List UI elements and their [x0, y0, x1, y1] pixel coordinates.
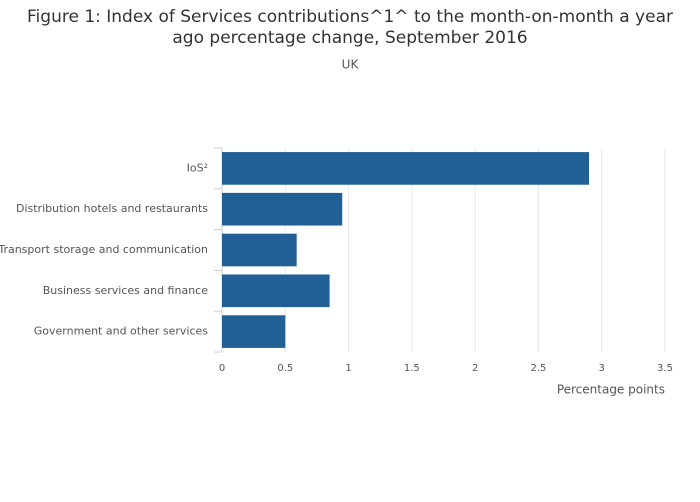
x-tick-label: 3.5 [657, 363, 673, 374]
y-tick-label: Transport storage and communication [0, 243, 208, 256]
x-tick-label: 0.5 [277, 363, 293, 374]
y-tick-label: Government and other services [34, 325, 208, 338]
y-tick-label: Business services and finance [43, 284, 208, 297]
bar [222, 233, 297, 267]
x-tick-label: 0 [219, 363, 225, 374]
bar [222, 274, 330, 308]
x-tick-label: 2 [472, 363, 478, 374]
x-tick-label: 1.5 [404, 363, 420, 374]
bar [222, 192, 343, 226]
chart-title: Figure 1: Index of Services contribution… [27, 7, 673, 48]
bar [222, 152, 590, 185]
x-axis-label: Percentage points [557, 383, 665, 397]
x-tick-label: 1 [345, 363, 351, 374]
y-tick-label: Distribution hotels and restaurants [16, 202, 208, 215]
chart-subtitle: UK [342, 58, 360, 72]
x-tick-label: 3 [599, 363, 605, 374]
y-tick-label: IoS² [187, 161, 208, 174]
x-tick-label: 2.5 [530, 363, 546, 374]
bar [222, 315, 286, 348]
